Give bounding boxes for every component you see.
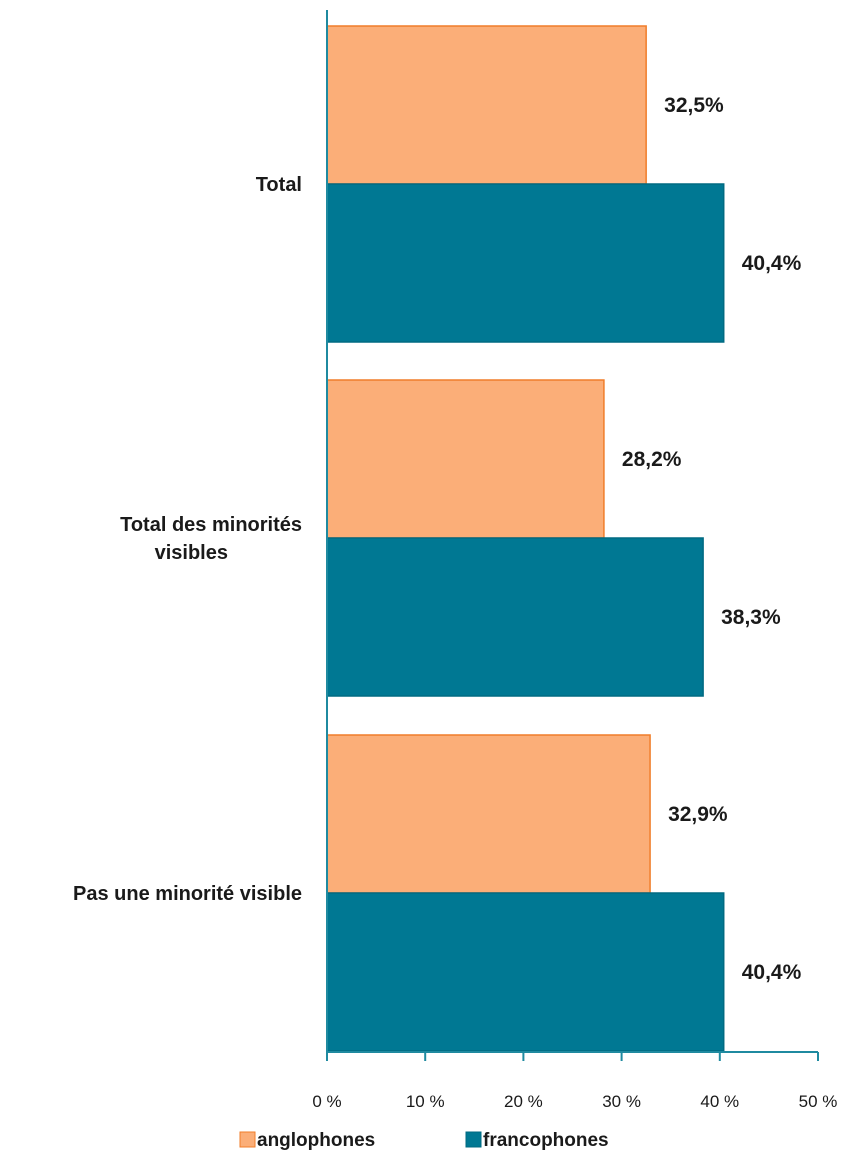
data-label-francophones-3: 40,4% xyxy=(742,961,802,984)
category-label-text: Pas une minorité visible xyxy=(73,883,302,905)
data-labels-layer: 32,5% 40,4% 28,2% 38,3% 32,9% 40,4% xyxy=(622,94,802,984)
legend-item-anglophones: anglophones xyxy=(239,1130,375,1151)
category-label-2: Total des minorités visibles xyxy=(120,514,302,564)
data-label-francophones-1: 40,4% xyxy=(742,252,802,275)
bar-francophones-2 xyxy=(326,537,704,697)
legend-swatch-anglophones xyxy=(239,1131,256,1148)
category-label-line: visibles xyxy=(155,542,228,564)
data-label-anglophones-1: 32,5% xyxy=(664,94,724,117)
x-tick-label: 40 % xyxy=(700,1092,739,1111)
x-tick-label: 10 % xyxy=(406,1092,445,1111)
legend: anglophones francophones xyxy=(239,1130,609,1151)
x-tick-label: 50 % xyxy=(799,1092,838,1111)
x-tick-label: 30 % xyxy=(602,1092,641,1111)
category-label-text: Total xyxy=(256,174,302,196)
bar-anglophones-1 xyxy=(326,25,647,185)
bar-anglophones-2 xyxy=(326,379,605,539)
category-label-3: Pas une minorité visible xyxy=(73,883,302,905)
legend-label-anglophones: anglophones xyxy=(257,1130,375,1151)
data-label-anglophones-2: 28,2% xyxy=(622,448,682,471)
x-tick-label: 20 % xyxy=(504,1092,543,1111)
bar-francophones-3 xyxy=(326,892,725,1052)
legend-item-francophones: francophones xyxy=(465,1130,609,1151)
bar-francophones-1 xyxy=(326,183,725,343)
axis-layer: 0 % 10 % 20 % 30 % 40 % 50 % xyxy=(312,10,837,1111)
data-label-anglophones-3: 32,9% xyxy=(668,803,728,826)
category-label-line: Total des minorités xyxy=(120,514,302,536)
legend-label-francophones: francophones xyxy=(483,1130,609,1151)
bar-anglophones-3 xyxy=(326,734,651,894)
bars-layer xyxy=(326,25,725,1052)
category-label-1: Total xyxy=(256,174,302,196)
x-tick-label: 0 % xyxy=(312,1092,341,1111)
legend-swatch-francophones xyxy=(465,1131,482,1148)
category-labels-layer: Total Total des minorités visibles Pas une … xyxy=(73,174,302,905)
data-label-francophones-2: 38,3% xyxy=(721,606,781,629)
